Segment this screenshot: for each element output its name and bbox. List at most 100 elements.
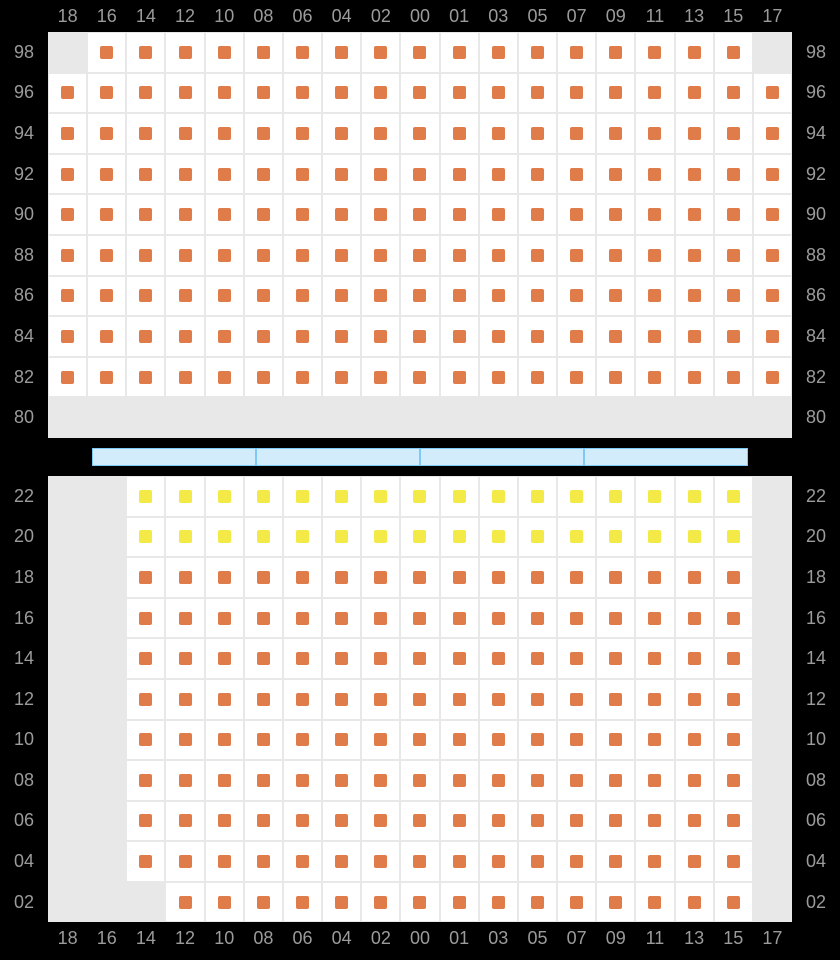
seat-cell[interactable] (283, 235, 322, 276)
seat-cell[interactable] (165, 638, 204, 679)
seat-cell[interactable] (518, 557, 557, 598)
seat-cell[interactable] (361, 154, 400, 195)
seat-cell[interactable] (479, 357, 518, 398)
seat-cell[interactable] (400, 598, 439, 639)
seat-cell[interactable] (635, 476, 674, 517)
seat-cell[interactable] (126, 194, 165, 235)
seat-cell[interactable] (244, 517, 283, 558)
seat-cell[interactable] (518, 760, 557, 801)
seat-cell[interactable] (440, 194, 479, 235)
seat-cell[interactable] (714, 73, 753, 114)
seat-cell[interactable] (635, 316, 674, 357)
seat-cell[interactable] (675, 760, 714, 801)
seat-cell[interactable] (205, 194, 244, 235)
seat-cell[interactable] (361, 557, 400, 598)
seat-cell[interactable] (283, 73, 322, 114)
seat-cell[interactable] (518, 517, 557, 558)
seat-cell[interactable] (596, 557, 635, 598)
seat-cell[interactable] (400, 679, 439, 720)
seat-cell[interactable] (87, 194, 126, 235)
seat-cell[interactable] (714, 316, 753, 357)
seat-cell[interactable] (322, 679, 361, 720)
seat-cell[interactable] (557, 73, 596, 114)
seat-cell[interactable] (479, 517, 518, 558)
seat-cell[interactable] (596, 194, 635, 235)
seat-cell[interactable] (635, 276, 674, 317)
seat-cell[interactable] (596, 801, 635, 842)
seat-cell[interactable] (87, 32, 126, 73)
seat-cell[interactable] (400, 276, 439, 317)
seat-cell[interactable] (557, 32, 596, 73)
seat-cell[interactable] (205, 720, 244, 761)
seat-cell[interactable] (361, 882, 400, 923)
seat-cell[interactable] (596, 357, 635, 398)
seat-cell[interactable] (635, 760, 674, 801)
seat-cell[interactable] (400, 760, 439, 801)
seat-cell[interactable] (400, 194, 439, 235)
seat-cell[interactable] (322, 801, 361, 842)
seat-cell[interactable] (635, 841, 674, 882)
seat-cell[interactable] (244, 476, 283, 517)
seat-cell[interactable] (596, 882, 635, 923)
seat-cell[interactable] (48, 316, 87, 357)
seat-cell[interactable] (557, 841, 596, 882)
seat-cell[interactable] (244, 194, 283, 235)
seat-cell[interactable] (322, 32, 361, 73)
seat-cell[interactable] (714, 476, 753, 517)
seat-cell[interactable] (635, 517, 674, 558)
seat-cell[interactable] (714, 801, 753, 842)
seat-cell[interactable] (205, 517, 244, 558)
seat-cell[interactable] (165, 316, 204, 357)
seat-cell[interactable] (361, 235, 400, 276)
seat-cell[interactable] (244, 276, 283, 317)
seat-cell[interactable] (244, 882, 283, 923)
seat-cell[interactable] (518, 841, 557, 882)
seat-cell[interactable] (557, 357, 596, 398)
seat-cell[interactable] (753, 235, 792, 276)
seat-cell[interactable] (557, 517, 596, 558)
seat-cell[interactable] (596, 679, 635, 720)
seat-cell[interactable] (400, 316, 439, 357)
seat-cell[interactable] (126, 113, 165, 154)
seat-cell[interactable] (440, 638, 479, 679)
seat-cell[interactable] (400, 357, 439, 398)
seat-cell[interactable] (244, 801, 283, 842)
seat-cell[interactable] (87, 113, 126, 154)
seat-cell[interactable] (283, 154, 322, 195)
seat-cell[interactable] (322, 235, 361, 276)
seat-cell[interactable] (518, 720, 557, 761)
seat-cell[interactable] (48, 154, 87, 195)
seat-cell[interactable] (244, 557, 283, 598)
seat-cell[interactable] (557, 720, 596, 761)
seat-cell[interactable] (675, 841, 714, 882)
seat-cell[interactable] (479, 679, 518, 720)
seat-cell[interactable] (126, 598, 165, 639)
seat-cell[interactable] (518, 801, 557, 842)
seat-cell[interactable] (322, 760, 361, 801)
seat-cell[interactable] (479, 598, 518, 639)
seat-cell[interactable] (244, 720, 283, 761)
seat-cell[interactable] (635, 154, 674, 195)
seat-cell[interactable] (479, 557, 518, 598)
seat-cell[interactable] (714, 720, 753, 761)
seat-cell[interactable] (361, 720, 400, 761)
seat-cell[interactable] (714, 517, 753, 558)
seat-cell[interactable] (400, 720, 439, 761)
seat-cell[interactable] (283, 760, 322, 801)
seat-cell[interactable] (714, 679, 753, 720)
seat-cell[interactable] (87, 235, 126, 276)
seat-cell[interactable] (361, 760, 400, 801)
seat-cell[interactable] (205, 638, 244, 679)
seat-cell[interactable] (205, 235, 244, 276)
seat-cell[interactable] (244, 32, 283, 73)
seat-cell[interactable] (714, 113, 753, 154)
seat-cell[interactable] (479, 841, 518, 882)
seat-cell[interactable] (400, 801, 439, 842)
seat-cell[interactable] (753, 194, 792, 235)
seat-cell[interactable] (361, 517, 400, 558)
seat-cell[interactable] (126, 154, 165, 195)
seat-cell[interactable] (675, 357, 714, 398)
seat-cell[interactable] (322, 841, 361, 882)
seat-cell[interactable] (635, 882, 674, 923)
seat-cell[interactable] (479, 235, 518, 276)
